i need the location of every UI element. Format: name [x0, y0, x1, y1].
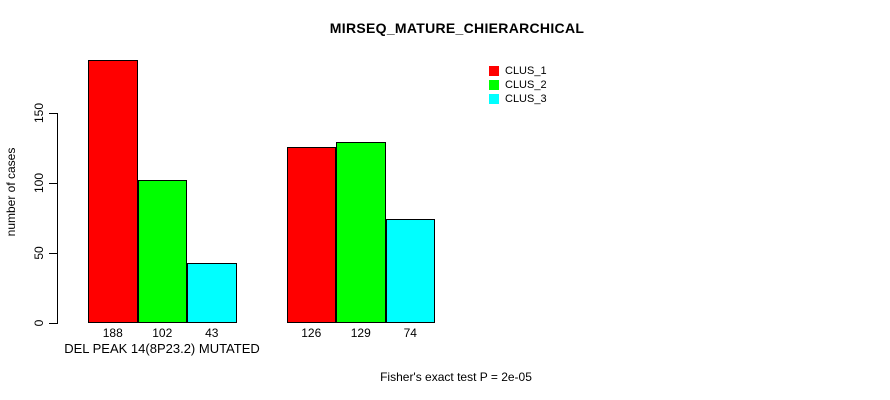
x-category-label: DEL PEAK 14(8P23.2) MUTATED — [64, 341, 260, 356]
bar-value-label: 43 — [205, 326, 219, 340]
y-axis-tick — [49, 113, 57, 114]
bar-clus_1-group1 — [88, 59, 138, 323]
y-axis-tick-label: 100 — [32, 172, 46, 194]
bar-value-label: 188 — [102, 326, 123, 340]
legend-label: CLUS_2 — [505, 79, 547, 91]
legend-swatch-clus_1 — [489, 66, 499, 76]
y-axis-tick-label: 50 — [32, 246, 46, 260]
legend-item-clus_2: CLUS_2 — [489, 78, 547, 92]
legend-item-clus_3: CLUS_3 — [489, 92, 547, 106]
y-axis-tick — [49, 183, 57, 184]
bar-clus_3-group1 — [187, 262, 237, 323]
bar-clus_3-group2 — [385, 219, 435, 323]
bar-clus_2-group2 — [336, 142, 386, 323]
bar-clus_1-group2 — [286, 146, 336, 323]
chart-title: MIRSEQ_MATURE_CHIERARCHICAL — [329, 20, 585, 36]
legend: CLUS_1 CLUS_2 CLUS_3 — [489, 64, 547, 106]
bar-value-label: 126 — [301, 326, 322, 340]
y-axis-tick-label: 0 — [32, 319, 46, 327]
y-axis-tick — [49, 323, 57, 324]
legend-label: CLUS_3 — [505, 93, 547, 105]
legend-label: CLUS_1 — [505, 65, 547, 77]
y-axis-line — [57, 113, 58, 324]
y-axis-label: number of cases — [4, 147, 18, 237]
legend-swatch-clus_3 — [489, 94, 499, 104]
fisher-test-annotation: Fisher's exact test P = 2e-05 — [380, 370, 532, 384]
y-axis-tick-label: 150 — [32, 102, 46, 124]
bar-value-label: 74 — [403, 326, 417, 340]
legend-item-clus_1: CLUS_1 — [489, 64, 547, 78]
bar-value-label: 102 — [152, 326, 173, 340]
bar-value-label: 129 — [350, 326, 371, 340]
y-axis-tick — [49, 253, 57, 254]
legend-swatch-clus_2 — [489, 80, 499, 90]
bar-clus_2-group1 — [137, 180, 187, 323]
